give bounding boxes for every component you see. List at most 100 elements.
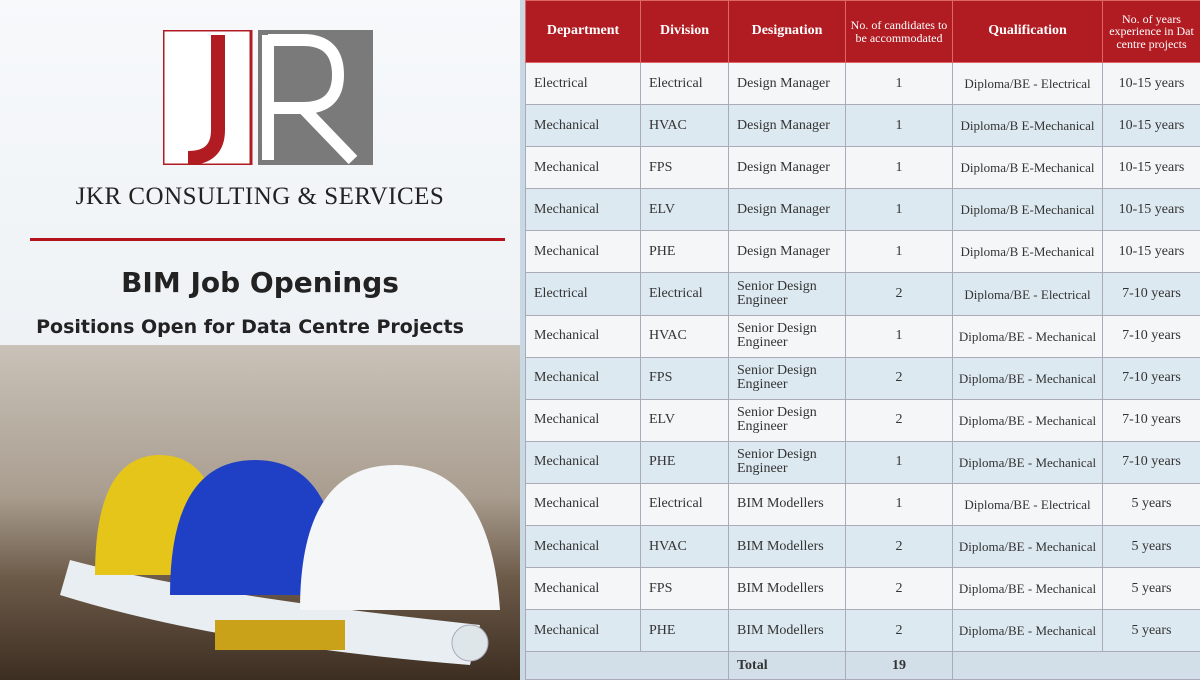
cell-division: PHE [640,230,729,274]
table-row: Mechanical FPS BIM Modellers 2 Diploma/BE - … [525,567,1200,611]
cell-experience: 5 years [1102,609,1200,653]
cell-candidates: 1 [845,61,953,106]
cell-qualification: Diploma/BE - Mechanical [952,525,1103,569]
cell-candidates: 2 [845,272,953,316]
poster-title: BIM Job Openings [121,266,399,299]
cell-experience: 10-15 years [1102,104,1200,148]
job-openings-panel: Department Division Designation No. of c… [520,0,1200,680]
blueprint-roll [60,560,480,665]
cell-division: Electrical [640,61,729,106]
cell-qualification: Diploma/BE - Mechanical [952,567,1103,611]
cell-candidates: 1 [845,482,953,527]
table-row: Mechanical Electrical BIM Modellers 1 Diplom… [525,482,1200,527]
cell-department: Mechanical [525,482,641,527]
cell-designation: Senior Design Engineer [728,272,846,316]
cell-designation: Design Manager [728,188,846,232]
cell-department: Mechanical [525,188,641,232]
cell-experience: 10-15 years [1102,146,1200,190]
cell-designation: BIM Modellers [728,567,846,611]
table-row: Electrical Electrical Senior Design Engine… [525,272,1200,316]
cell-designation: Senior Design Engineer [728,356,846,400]
cell-experience: 5 years [1102,482,1200,527]
table-row: Mechanical PHE Senior Design Engineer 1 Dipl… [525,440,1200,484]
cell-designation: BIM Modellers [728,609,846,653]
job-openings-table: Department Division Designation No. of c… [525,0,1200,680]
cell-division: FPS [640,356,729,400]
cell-candidates: 1 [845,440,953,484]
cell-division: Electrical [640,272,729,316]
cell-experience: 5 years [1102,525,1200,569]
white-helmet-icon [300,465,500,610]
helmets-photo [0,345,520,680]
cell-division: ELV [640,188,729,232]
cell-designation: Design Manager [728,61,846,106]
cell-qualification: Diploma/BE - Mechanical [952,398,1103,442]
cell-experience: 10-15 years [1102,188,1200,232]
table-row: Mechanical ELV Senior Design Engineer 2 Dipl… [525,398,1200,442]
table-row: Mechanical HVAC Senior Design Engineer 1 Dip… [525,314,1200,358]
cell-designation: Design Manager [728,230,846,274]
company-name: JKR CONSULTING & SERVICES [75,183,445,210]
poster-panel: JKR CONSULTING & SERVICES BIM Job Openin… [0,0,520,680]
cell-candidates: 1 [845,314,953,358]
cell-designation: Senior Design Engineer [728,440,846,484]
cell-experience: 7-10 years [1102,272,1200,316]
poster-subtitle: Positions Open for Data Centre Projects [36,316,464,338]
cell-candidates: 2 [845,356,953,400]
cell-qualification: Diploma/BE - Mechanical [952,609,1103,653]
cell-candidates: 2 [845,609,953,653]
cell-designation: Senior Design Engineer [728,398,846,442]
cell-candidates: 1 [845,188,953,232]
cell-department: Mechanical [525,356,641,400]
cell-qualification: Diploma/B E-Mechanical [952,230,1103,274]
cell-department: Mechanical [525,398,641,442]
cell-qualification: Diploma/BE - Mechanical [952,440,1103,484]
header-department: Department [525,0,641,63]
header-candidates: No. of candidates to be accommodated [845,0,953,63]
cell-candidates: 1 [845,146,953,190]
cell-designation: BIM Modellers [728,482,846,527]
poster-header: JKR CONSULTING & SERVICES BIM Job Openin… [0,0,520,345]
total-value: 19 [845,651,953,680]
cell-experience: 7-10 years [1102,314,1200,358]
table-row: Mechanical PHE Design Manager 1 Diploma/B E-… [525,230,1200,274]
header-experience: No. of years experience in Dat centre pr… [1102,0,1200,63]
table-row: Mechanical HVAC BIM Modellers 2 Diploma/BE -… [525,525,1200,569]
cell-qualification: Diploma/B E-Mechanical [952,146,1103,190]
cell-experience: 10-15 years [1102,230,1200,274]
cell-division: FPS [640,146,729,190]
cell-division: HVAC [640,314,729,358]
header-division: Division [640,0,729,63]
cell-qualification: Diploma/BE - Mechanical [952,314,1103,358]
toy-vehicles-icon [215,620,345,650]
cell-designation: BIM Modellers [728,525,846,569]
cell-division: ELV [640,398,729,442]
table-row: Mechanical FPS Design Manager 1 Diploma/B E-… [525,146,1200,190]
total-spacer [952,651,1200,680]
cell-division: PHE [640,440,729,484]
cell-qualification: Diploma/BE - Mechanical [952,356,1103,400]
cell-qualification: Diploma/B E-Mechanical [952,188,1103,232]
cell-experience: 7-10 years [1102,398,1200,442]
header-qualification: Qualification [952,0,1103,63]
cell-qualification: Diploma/BE - Electrical [952,272,1103,316]
table-row: Electrical Electrical Design Manager 1 Diplo… [525,61,1200,106]
cell-designation: Senior Design Engineer [728,314,846,358]
cell-experience: 5 years [1102,567,1200,611]
cell-qualification: Diploma/B E-Mechanical [952,104,1103,148]
cell-department: Electrical [525,61,641,106]
cell-department: Mechanical [525,230,641,274]
cell-department: Mechanical [525,567,641,611]
cell-candidates: 1 [845,230,953,274]
cell-department: Mechanical [525,146,641,190]
cell-experience: 7-10 years [1102,356,1200,400]
cell-division: PHE [640,609,729,653]
table-header-row: Department Division Designation No. of c… [525,0,1200,63]
cell-department: Mechanical [525,525,641,569]
cell-department: Mechanical [525,440,641,484]
cell-experience: 10-15 years [1102,61,1200,106]
jkr-logo [163,30,373,165]
cell-candidates: 2 [845,567,953,611]
cell-qualification: Diploma/BE - Electrical [952,482,1103,527]
cell-department: Mechanical [525,609,641,653]
